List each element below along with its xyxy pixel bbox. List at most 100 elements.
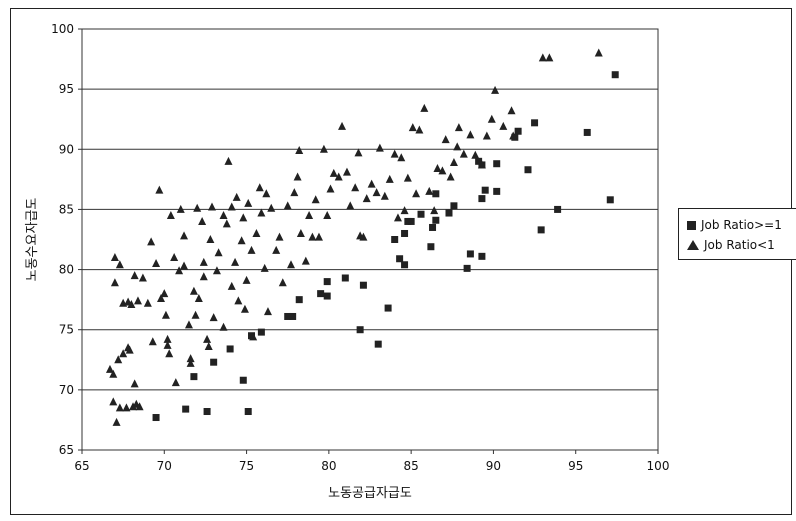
data-point-triangle xyxy=(234,296,243,305)
data-point-triangle xyxy=(308,232,317,241)
data-point-triangle xyxy=(380,191,389,200)
data-point-triangle xyxy=(148,337,157,346)
x-tick-label: 95 xyxy=(568,459,583,473)
y-tick-label: 95 xyxy=(59,82,74,96)
y-tick-label: 100 xyxy=(51,22,74,36)
data-point-triangle xyxy=(441,135,450,144)
data-point-square xyxy=(445,209,453,217)
data-point-triangle xyxy=(397,153,406,162)
data-point-square xyxy=(295,296,303,304)
data-point-triangle xyxy=(412,189,421,198)
data-point-triangle xyxy=(362,194,371,203)
data-point-triangle xyxy=(346,201,355,210)
data-point-triangle xyxy=(163,334,172,343)
data-point-triangle xyxy=(263,307,272,316)
data-point-triangle xyxy=(160,289,169,298)
data-point-triangle xyxy=(375,143,384,152)
data-point-triangle xyxy=(163,340,172,349)
data-point-triangle xyxy=(214,248,223,257)
data-point-triangle xyxy=(359,232,368,241)
data-point-triangle xyxy=(227,281,236,290)
data-point-square xyxy=(257,328,265,336)
data-point-triangle xyxy=(180,261,189,270)
data-point-triangle xyxy=(338,121,347,130)
data-point-triangle xyxy=(293,172,302,181)
data-point-triangle xyxy=(545,53,554,62)
x-axis-label: 노동공급자급도 xyxy=(328,486,412,501)
data-point-square xyxy=(341,274,349,282)
data-point-triangle xyxy=(232,192,241,201)
data-point-triangle xyxy=(260,263,269,272)
data-point-triangle xyxy=(186,358,195,367)
data-point-triangle xyxy=(127,299,136,308)
data-point-triangle xyxy=(329,168,338,177)
data-point-square xyxy=(514,127,522,135)
data-point-triangle xyxy=(166,210,175,219)
data-point-square xyxy=(407,217,415,225)
x-tick-label: 90 xyxy=(486,459,501,473)
data-point-triangle xyxy=(367,179,376,188)
triangle-marker-icon xyxy=(687,240,699,250)
data-point-triangle xyxy=(175,266,184,275)
data-point-triangle xyxy=(109,369,118,378)
data-point-triangle xyxy=(252,228,261,237)
data-point-square xyxy=(478,252,486,260)
data-point-triangle xyxy=(135,402,144,411)
data-point-triangle xyxy=(189,286,198,295)
data-point-square xyxy=(463,264,471,272)
data-point-triangle xyxy=(212,266,221,275)
data-point-triangle xyxy=(180,231,189,240)
data-point-triangle xyxy=(156,293,165,302)
data-point-triangle xyxy=(438,166,447,175)
data-point-square xyxy=(323,292,331,300)
data-point-triangle xyxy=(287,260,296,269)
data-point-triangle xyxy=(326,184,335,193)
data-point-triangle xyxy=(296,228,305,237)
data-point-triangle xyxy=(449,158,458,167)
y-tick-label: 80 xyxy=(59,263,74,277)
data-point-triangle xyxy=(224,156,233,165)
data-point-square xyxy=(554,205,562,213)
data-point-triangle xyxy=(491,85,500,94)
y-axis-label: 노동수요자급도 xyxy=(25,198,40,282)
data-point-square xyxy=(466,250,474,258)
data-point-triangle xyxy=(110,253,119,262)
data-point-triangle xyxy=(267,203,276,212)
data-point-triangle xyxy=(171,378,180,387)
data-point-triangle xyxy=(222,219,231,228)
data-point-square xyxy=(531,119,539,127)
data-point-triangle xyxy=(305,210,314,219)
data-point-triangle xyxy=(165,349,174,358)
data-point-triangle xyxy=(112,417,121,426)
data-point-triangle xyxy=(342,167,351,176)
x-tick-label: 70 xyxy=(157,459,172,473)
data-point-triangle xyxy=(199,257,208,266)
data-point-triangle xyxy=(194,293,203,302)
data-point-square xyxy=(152,414,160,422)
data-point-square xyxy=(284,312,292,320)
y-tick-label: 70 xyxy=(59,383,74,397)
data-point-triangle xyxy=(290,188,299,197)
data-point-square xyxy=(606,196,614,204)
data-point-triangle xyxy=(487,114,496,123)
data-point-triangle xyxy=(372,188,381,197)
data-point-triangle xyxy=(227,202,236,211)
data-points xyxy=(105,48,619,426)
data-point-triangle xyxy=(110,278,119,287)
data-point-triangle xyxy=(275,232,284,241)
data-point-square xyxy=(323,278,331,286)
data-point-triangle xyxy=(594,48,603,57)
data-point-triangle xyxy=(143,298,152,307)
data-point-square xyxy=(481,186,489,194)
data-point-triangle xyxy=(283,201,292,210)
data-point-square xyxy=(239,376,247,384)
data-point-triangle xyxy=(314,232,323,241)
data-point-triangle xyxy=(219,322,228,331)
data-point-triangle xyxy=(191,310,200,319)
x-tick-label: 65 xyxy=(74,459,89,473)
data-point-triangle xyxy=(272,245,281,254)
data-point-triangle xyxy=(351,183,360,192)
data-point-square xyxy=(417,210,425,218)
data-point-triangle xyxy=(240,304,249,313)
data-point-square xyxy=(401,261,409,269)
